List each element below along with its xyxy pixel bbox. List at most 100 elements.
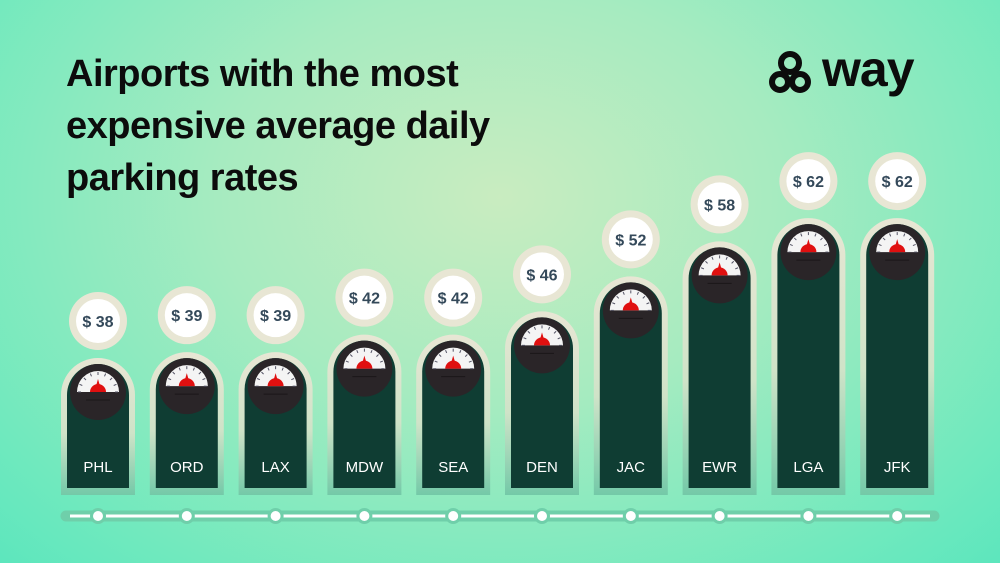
meter-tick <box>198 371 202 375</box>
meter-tick <box>789 243 793 247</box>
category-label: SEA <box>438 459 468 476</box>
way-logo-icon <box>769 51 811 93</box>
bar-group-phl: PHL $ 38 <box>61 292 135 495</box>
value-label: $ 46 <box>526 267 557 284</box>
meter-tick <box>548 326 551 330</box>
meter-tick <box>705 260 708 264</box>
timeline-dot <box>270 511 281 521</box>
value-bubble-inner <box>520 252 564 297</box>
meter-tick <box>636 291 639 295</box>
category-label: LGA <box>793 459 823 476</box>
value-label: $ 58 <box>704 197 735 214</box>
meter-needle <box>895 239 900 247</box>
meter-tick <box>445 350 448 354</box>
timeline-dot <box>625 511 636 521</box>
meter-tick <box>370 350 373 354</box>
meter-needle <box>184 373 189 381</box>
category-label: ORD <box>170 459 204 476</box>
meter-tick <box>349 354 353 358</box>
meter-needle <box>362 355 367 363</box>
meter-tick <box>267 367 270 371</box>
meter-tick <box>172 371 176 375</box>
meter-tick <box>523 337 527 340</box>
value-bubble-inner <box>342 275 387 320</box>
meter-tick <box>725 256 728 260</box>
bar-group-den: DEN $ 46 <box>505 245 579 495</box>
meter-tick <box>553 330 557 334</box>
bar-group-lax: LAX $ 39 <box>238 286 313 495</box>
bar-group-jfk: JFK $ 62 <box>860 152 935 495</box>
meter-tick <box>434 360 438 363</box>
meter-tick <box>287 371 291 375</box>
meter-tick <box>882 237 886 241</box>
bar <box>599 282 662 488</box>
meter-tick <box>700 267 705 270</box>
meter-tick <box>459 350 462 354</box>
category-label: JAC <box>617 459 646 476</box>
meter-tick <box>345 360 349 363</box>
meter-tick <box>168 378 172 381</box>
meter-needle <box>451 355 456 363</box>
timeline-dot <box>93 511 103 521</box>
value-bubble-inner <box>697 182 742 227</box>
timeline-dot <box>803 511 814 521</box>
value-label: $ 39 <box>171 308 202 325</box>
value-label: $ 38 <box>82 314 113 331</box>
meter-tick <box>612 302 616 305</box>
brand-logo: way <box>768 44 915 96</box>
value-bubble-inner <box>875 159 920 204</box>
timeline-dot <box>448 511 459 521</box>
meter-needle-base <box>622 302 639 311</box>
meter-tick <box>622 291 625 295</box>
meter-tick <box>256 378 261 381</box>
value-bubble-inner <box>786 159 831 204</box>
category-label: MDW <box>346 459 384 476</box>
value-label: $ 62 <box>882 174 913 191</box>
meter-tick <box>889 233 892 237</box>
meter-tick <box>281 367 284 371</box>
meter-tick <box>912 243 916 247</box>
meter-tick <box>356 350 359 354</box>
meter-needle-base <box>889 244 906 253</box>
value-label: $ 52 <box>615 232 646 249</box>
timeline-dot <box>181 511 192 521</box>
category-label: JFK <box>884 459 911 476</box>
category-label: PHL <box>83 459 112 476</box>
meter-tick <box>178 367 181 371</box>
meter-needle-base <box>178 378 195 387</box>
meter-tick <box>800 233 803 237</box>
meter-tick <box>642 295 646 299</box>
meter-needle <box>540 332 544 340</box>
meter-tick <box>820 237 823 241</box>
value-bubble-inner <box>76 299 120 343</box>
meter-tick <box>557 337 561 340</box>
meter-needle-base <box>800 244 817 253</box>
timeline-dot <box>537 511 547 521</box>
bar-group-lga: LGA $ 62 <box>771 152 846 495</box>
meter-tick <box>113 383 117 386</box>
meter-tick <box>908 237 912 241</box>
timeline-dot <box>714 511 725 521</box>
meter-needle <box>806 239 811 247</box>
bar-group-sea: SEA $ 42 <box>416 268 491 495</box>
value-label: $ 42 <box>349 291 380 308</box>
meter-tick <box>735 267 739 270</box>
meter-tick <box>192 367 195 371</box>
meter-tick <box>878 243 882 247</box>
meter-needle <box>628 297 633 305</box>
meter-tick <box>291 378 295 381</box>
meter-tick <box>903 233 906 237</box>
meter-tick <box>646 302 650 305</box>
meter-tick <box>109 377 113 381</box>
value-bubble-inner <box>431 275 476 320</box>
meter-tick <box>814 233 817 237</box>
meter-tick <box>731 260 735 264</box>
value-label: $ 62 <box>793 174 824 191</box>
brand-name: way <box>822 41 915 97</box>
meter-tick <box>711 256 714 260</box>
meter-needle-base <box>534 337 550 346</box>
value-label: $ 42 <box>438 291 469 308</box>
meter-tick <box>79 383 83 386</box>
value-bubble-inner <box>253 293 298 338</box>
meter-tick <box>527 330 531 334</box>
